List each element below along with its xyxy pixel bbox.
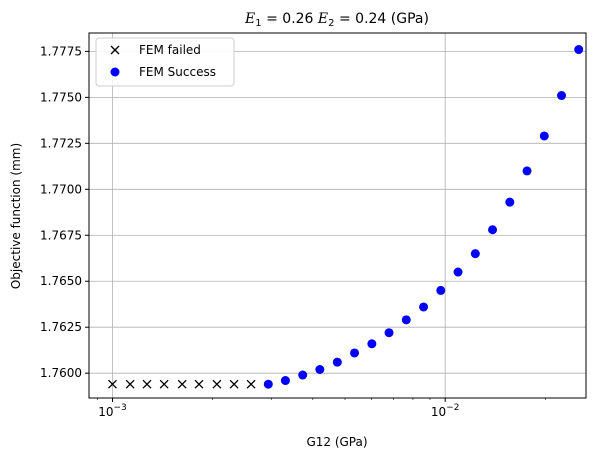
- fem-success-point: [350, 348, 360, 358]
- fem-success-point: [505, 197, 515, 207]
- grid-lines: [89, 33, 586, 398]
- legend-label-fem-failed: FEM failed: [139, 43, 201, 57]
- x-axis-ticks: 10−3 10−2: [96, 398, 546, 419]
- fem-failed-point: [125, 379, 135, 389]
- x-marker-stroke: [108, 379, 117, 389]
- fem-success-point: [470, 249, 480, 259]
- fem-failed-point: [142, 379, 152, 389]
- fem-failed-point: [108, 379, 117, 389]
- chart-title: E1 = 0.26 E2 = 0.24 (GPa): [244, 11, 429, 29]
- x-marker-stroke: [246, 379, 256, 389]
- y-tick-label: 1.7750: [40, 90, 82, 104]
- fem-success-point: [488, 225, 498, 235]
- legend-label-fem-success: FEM Success: [139, 65, 216, 79]
- fem-success-point: [332, 357, 342, 367]
- y-axis-label: Objective function (mm): [9, 143, 23, 289]
- y-axis-ticks: 1.7600 1.7625 1.7650 1.7675 1.7700 1.7725 1.77…: [40, 44, 89, 380]
- fem-success-point: [453, 267, 463, 277]
- x-marker-stroke: [110, 45, 120, 55]
- y-tick-label: 1.7700: [40, 182, 82, 196]
- fem-success-point: [298, 370, 308, 380]
- y-tick-label: 1.7600: [40, 366, 82, 380]
- x-marker-stroke: [159, 379, 169, 389]
- y-tick-label: 1.7775: [40, 44, 82, 58]
- fem-success-point: [436, 285, 446, 295]
- legend-marker-fem-success: [110, 67, 120, 77]
- fem-failed-point: [246, 379, 256, 389]
- fem-failed-point: [229, 379, 239, 389]
- fem-success-point: [384, 328, 394, 338]
- fem-success-point: [263, 379, 273, 389]
- fem-success-point: [419, 302, 429, 312]
- x-marker-stroke: [229, 379, 239, 389]
- y-tick-label: 1.7650: [40, 274, 82, 288]
- fem-success-point: [315, 364, 325, 374]
- x-marker-stroke: [194, 379, 204, 389]
- fem-success-point: [280, 376, 290, 386]
- plot-frame: [88, 32, 587, 399]
- fem-success-point: [574, 45, 584, 55]
- legend-markers: [110, 45, 120, 77]
- data-points: [108, 45, 584, 389]
- y-tick-label: 1.7625: [40, 320, 82, 334]
- y-tick-label: 1.7675: [40, 228, 82, 242]
- legend-marker-fem-failed: [110, 45, 120, 55]
- fem-success-point: [557, 91, 567, 101]
- fem-failed-point: [159, 379, 169, 389]
- x-marker-stroke: [212, 379, 222, 389]
- fem-success-point: [401, 315, 411, 325]
- legend: FEM failed FEM Success: [95, 37, 235, 87]
- legend-box: [95, 37, 235, 87]
- x-axis-label: G12 (GPa): [306, 435, 367, 449]
- fem-failed-point: [177, 379, 187, 389]
- x-marker-stroke: [142, 379, 152, 389]
- fem-failed-point: [212, 379, 222, 389]
- fem-success-point: [539, 131, 549, 141]
- x-tick-label: 10−2: [431, 403, 460, 419]
- x-marker-stroke: [177, 379, 187, 389]
- x-marker-stroke: [125, 379, 135, 389]
- x-tick-label: 10−3: [98, 403, 127, 419]
- y-tick-label: 1.7725: [40, 136, 82, 150]
- fem-failed-point: [194, 379, 204, 389]
- fem-success-point: [522, 166, 532, 176]
- fem-success-point: [367, 339, 377, 349]
